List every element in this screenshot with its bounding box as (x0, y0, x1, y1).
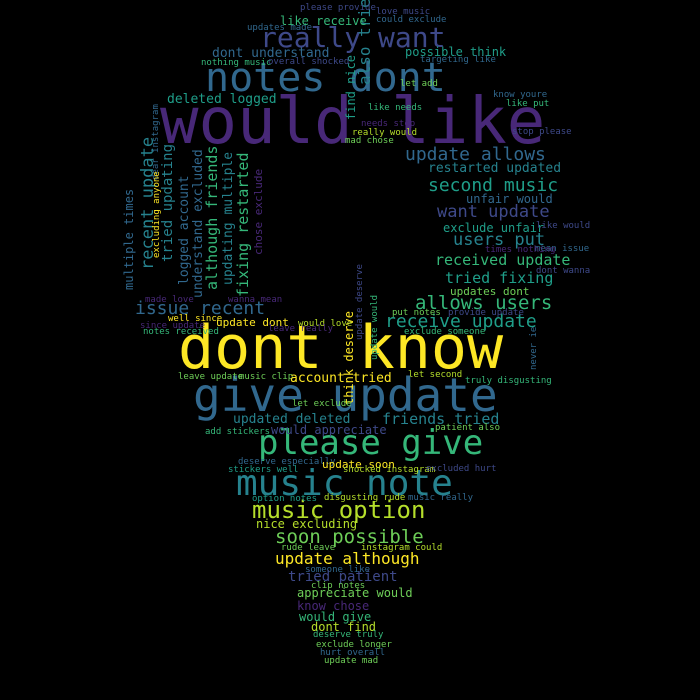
word-patient-also: patient also (435, 424, 500, 433)
word-chose-exclude: chose exclude (253, 169, 264, 255)
word-provide-update: provide update (448, 309, 524, 318)
word-nothing-music: nothing music (201, 59, 271, 68)
word-fixing-restarted: fixing restarted (236, 153, 251, 298)
word-update-mad: update mad (324, 657, 378, 666)
word-account-tried: account tried (290, 372, 392, 385)
word-add-stickers: add stickers (205, 428, 270, 437)
word-never-ie: never ie (530, 327, 539, 370)
word-update-deserve: update deserve (356, 264, 365, 340)
word-dear-instagram: dear instagram (152, 104, 161, 180)
word-music-really: music really (408, 494, 473, 503)
word-like-receive: like receive (280, 15, 367, 27)
word-excluded-hurt: excluded hurt (426, 465, 496, 474)
word-targeting-like: targeting like (420, 56, 496, 65)
word-could-exclude: could exclude (376, 16, 446, 25)
word-disgusting-rude: disgusting rude (324, 494, 405, 503)
word-times-nothing: times nothing (485, 246, 555, 255)
word-leave-really: leave really (268, 325, 333, 334)
word-want-update: want update (437, 204, 550, 221)
word-tried-updating: tried updating (161, 144, 175, 262)
word-overall-shocked: overall shocked (268, 58, 349, 67)
word-like-put: like put (506, 100, 549, 109)
word-let-add: let add (400, 80, 438, 89)
word-instagram-could: instagram could (361, 544, 442, 553)
word-deleted-logged: deleted logged (167, 93, 277, 106)
word-option-notes: option notes (252, 495, 317, 504)
word-exclude-someone: exclude someone (404, 328, 485, 337)
word-stickers-well: stickers well (228, 466, 298, 475)
word-let-second: let second (408, 371, 462, 380)
word-please-provide: please provide (300, 4, 376, 13)
word-shocked-instagram: shocked instagram (343, 466, 435, 475)
word-truly-disgusting: truly disgusting (465, 377, 552, 386)
word-music-clip: music clip (239, 373, 293, 382)
word-excluding-anyone: excluding anyone (153, 171, 162, 258)
word-notes-received: notes received (143, 328, 219, 337)
word-made-love: made love (145, 296, 194, 305)
word-restarted-updated: restarted updated (428, 162, 561, 175)
word-would-appreciate: would appreciate (271, 424, 387, 436)
word-update-would: update would (371, 295, 380, 360)
word-let-exclude: let exclude (292, 400, 352, 409)
word-appreciate-would: appreciate would (297, 587, 413, 599)
word-dont-wanna: dont wanna (536, 267, 590, 276)
word-like-would: like would (536, 222, 590, 231)
word-deserve-truly: deserve truly (313, 631, 383, 640)
word-mad-chose: mad chose (345, 137, 394, 146)
word-leave-update: leave update (178, 373, 243, 382)
word-rude-leave: rude leave (281, 544, 335, 553)
word-wanna-mean: wanna mean (228, 296, 282, 305)
word-although-friends: although friends (205, 146, 220, 291)
word-put-notes: put notes (392, 309, 441, 318)
word-stop-please: stop please (512, 128, 572, 137)
word-nice-excluding: nice excluding (256, 518, 357, 530)
word-logged-account: logged account (178, 175, 191, 285)
word-like-needs: like needs (368, 104, 422, 113)
word-multiple-times: multiple times (123, 189, 135, 290)
